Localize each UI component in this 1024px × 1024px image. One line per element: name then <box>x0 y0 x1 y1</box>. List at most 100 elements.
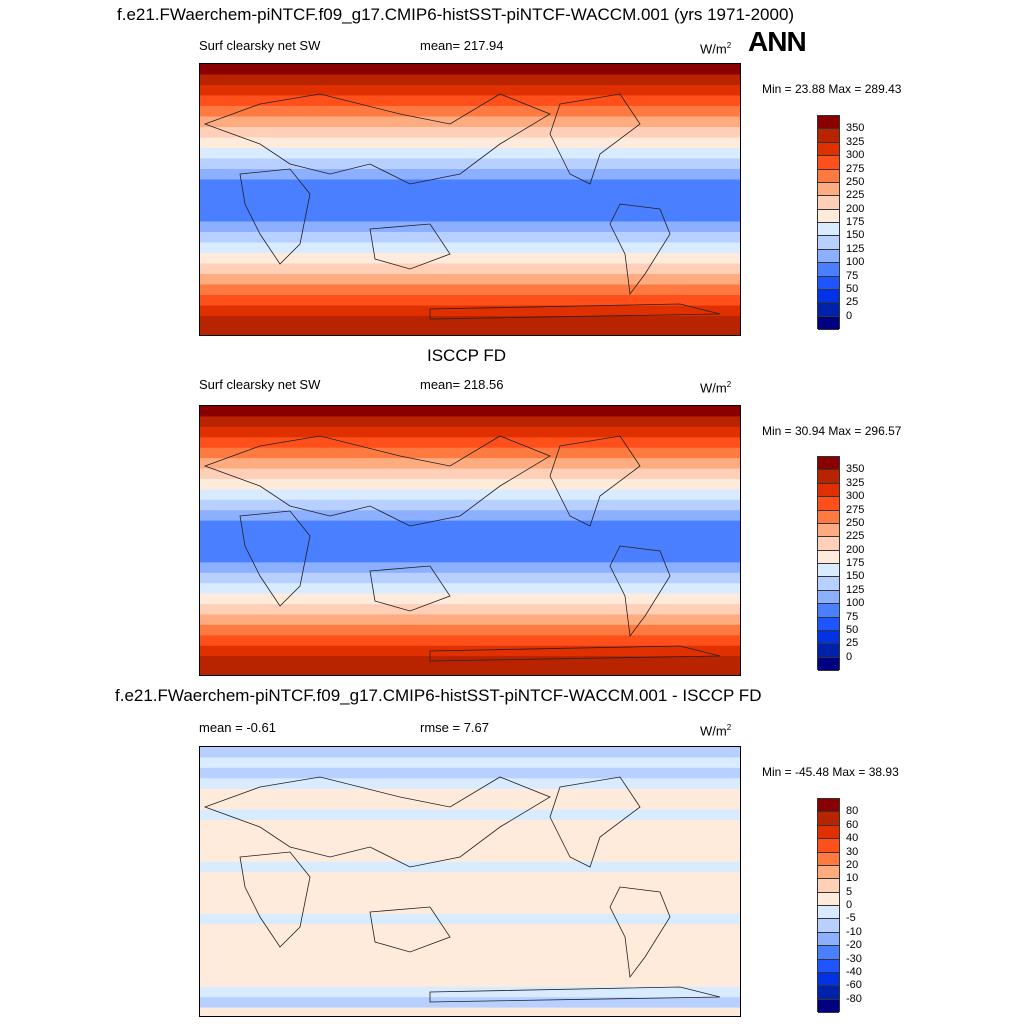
colorbar-swatch <box>818 289 839 304</box>
map-band <box>200 510 740 522</box>
colorbar-swatch <box>818 999 839 1013</box>
colorbar-label: 25 <box>846 296 859 309</box>
colorbar-swatch <box>818 865 839 880</box>
colorbar-swatch <box>818 590 839 605</box>
colorbar-label: 225 <box>846 189 865 202</box>
colorbar-swatch <box>818 812 839 826</box>
map-band <box>200 541 740 553</box>
colorbar-swatch <box>818 523 839 538</box>
map-band <box>200 158 740 170</box>
panel1-title: f.e21.FWaerchem-piNTCF.f09_g17.CMIP6-his… <box>117 5 795 24</box>
colorbar-label: 350 <box>846 122 865 135</box>
map-band <box>200 253 740 265</box>
panel3-colorbar <box>817 798 840 1013</box>
colorbar-label: -30 <box>846 952 862 965</box>
colorbar-label: 20 <box>846 858 859 871</box>
map-band <box>200 406 740 418</box>
colorbar-label: 40 <box>846 832 859 845</box>
panel1-map <box>199 63 741 336</box>
colorbar-swatch <box>818 316 839 330</box>
map-band <box>200 583 740 595</box>
panel1-mean: mean= 217.94 <box>420 38 504 53</box>
colorbar-swatch <box>818 276 839 290</box>
map-band <box>200 221 740 233</box>
map-band <box>200 447 740 460</box>
map-band <box>200 882 740 894</box>
map-band <box>200 116 740 128</box>
map-band <box>200 232 740 244</box>
colorbar-label: 200 <box>846 543 865 556</box>
map-band <box>200 242 740 254</box>
colorbar-swatch <box>818 537 839 551</box>
colorbar-swatch <box>818 483 839 498</box>
colorbar-label: -20 <box>846 939 862 952</box>
colorbar-swatch <box>818 156 839 170</box>
colorbar-label: 50 <box>846 623 859 636</box>
panel1-colorbar <box>817 115 840 330</box>
colorbar-label: 100 <box>846 597 865 610</box>
colorbar-label: 175 <box>846 216 865 228</box>
map-band <box>200 965 740 978</box>
map-band <box>200 190 740 202</box>
colorbar-swatch <box>818 839 839 853</box>
map-band <box>200 757 740 769</box>
coastline <box>203 435 551 527</box>
colorbar-label: 250 <box>846 516 865 529</box>
map-band <box>200 572 740 585</box>
map-band <box>200 274 740 286</box>
colorbar-label: 60 <box>846 818 859 831</box>
map-band <box>200 604 740 616</box>
colorbar-label: 0 <box>846 899 853 911</box>
colorbar-swatch <box>818 879 839 893</box>
map-band <box>200 872 740 884</box>
map-band <box>200 767 740 780</box>
map-band <box>200 211 740 223</box>
colorbar-swatch <box>818 564 839 578</box>
panel2-minmax: Min = 30.94 Max = 296.57 <box>762 424 902 438</box>
coastline <box>609 203 671 296</box>
panel2-colorbar <box>817 456 840 671</box>
coastline <box>429 645 721 662</box>
map-band <box>200 593 740 606</box>
colorbar-label: 75 <box>846 610 859 623</box>
coastline <box>203 776 551 868</box>
map-band <box>200 955 740 967</box>
map-band <box>200 437 740 449</box>
colorbar-label: -10 <box>846 925 862 938</box>
colorbar-swatch <box>818 236 839 250</box>
map-band <box>200 416 740 428</box>
map-band <box>200 934 740 947</box>
colorbar-swatch <box>818 550 839 564</box>
panel3-map <box>199 746 741 1017</box>
map-band <box>200 861 740 874</box>
map-band <box>200 924 740 936</box>
map-band <box>200 295 740 307</box>
colorbar-swatch <box>818 263 839 277</box>
colorbar-label: 125 <box>846 583 865 596</box>
coastline <box>609 545 671 638</box>
map-band <box>200 64 740 76</box>
colorbar-swatch <box>818 510 839 524</box>
panel2-variable: Surf clearsky net SW <box>199 377 321 392</box>
colorbar-label: 0 <box>846 650 853 663</box>
colorbar-label: 0 <box>846 309 853 322</box>
panel2-mean: mean= 218.56 <box>420 377 504 392</box>
colorbar-label: -40 <box>846 965 862 978</box>
colorbar-swatch <box>818 630 839 645</box>
map-band <box>200 1007 740 1016</box>
map-band <box>200 179 740 191</box>
colorbar-label: 25 <box>846 637 859 650</box>
map-band <box>200 997 740 1009</box>
colorbar-label: 325 <box>846 135 865 148</box>
coastline <box>369 223 451 270</box>
colorbar-label: 300 <box>846 149 865 162</box>
colorbar-swatch <box>818 825 839 840</box>
map-band <box>200 809 740 821</box>
map-band <box>200 263 740 275</box>
coastline <box>549 435 641 527</box>
colorbar-label: 250 <box>846 175 865 188</box>
map-band <box>200 85 740 97</box>
map-band <box>200 531 740 543</box>
map-band <box>200 624 740 637</box>
map-band <box>200 499 740 512</box>
